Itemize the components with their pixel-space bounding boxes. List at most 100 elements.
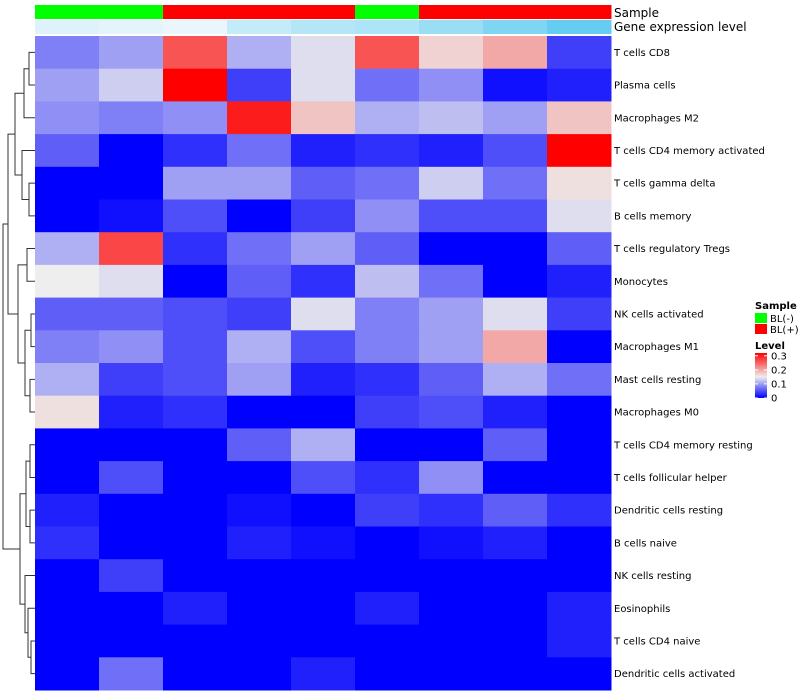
heatmap-cell [35, 428, 100, 462]
dendrogram-branch [25, 460, 30, 527]
legend-level-title: Level [755, 341, 785, 352]
heatmap-cell [483, 297, 548, 331]
heatmap-cell [291, 68, 356, 102]
heatmap-cell [483, 36, 548, 70]
heatmap-cell [419, 330, 484, 364]
heatmap-cell [291, 330, 356, 364]
heatmap-cell [99, 232, 164, 266]
heatmap-cell [35, 461, 100, 495]
heatmap-cell [483, 559, 548, 593]
heatmap-cell [99, 297, 164, 331]
heatmap-cell [99, 428, 164, 462]
legend-level-label: 0 [771, 394, 777, 405]
heatmap-cell [227, 493, 292, 527]
heatmap-cell [291, 526, 356, 560]
legend-sample-swatch [755, 313, 767, 323]
row-label: Dendritic cells activated [614, 669, 735, 680]
heatmap-cell [419, 264, 484, 299]
dendrogram-branch [29, 378, 35, 413]
legend-level-label: 0.3 [771, 351, 787, 362]
heatmap-cell [355, 363, 420, 397]
heatmap-cell [483, 428, 548, 462]
heatmap-cell [291, 134, 356, 168]
heatmap-cell [163, 493, 228, 527]
heatmap-cell [227, 559, 292, 593]
heatmap-cell [163, 101, 228, 135]
row-label: T cells follicular helper [613, 473, 728, 484]
sample-annotation-cell [291, 5, 356, 19]
heatmap-cell [547, 297, 612, 331]
heatmap-cell [291, 264, 356, 299]
heatmap-cell [35, 559, 100, 593]
heatmap-cell [355, 199, 420, 233]
heatmap-cell [547, 493, 612, 527]
dendrogram-branch [17, 264, 27, 364]
heatmap-cell [227, 232, 292, 266]
gene-annotation-cell [35, 20, 100, 34]
row-label: T cells CD4 memory resting [613, 440, 753, 451]
heatmap-cell [291, 493, 356, 527]
row-label: T cells CD4 naive [613, 637, 700, 648]
heatmap-cell [419, 657, 484, 691]
row-label: NK cells resting [614, 571, 691, 582]
heatmap-cell [35, 166, 100, 200]
heatmap-cell [291, 395, 356, 429]
heatmap-cell [35, 68, 100, 102]
sample-annotation-cell [483, 5, 548, 19]
heatmap-cell [227, 395, 292, 429]
heatmap-cell [355, 591, 420, 626]
heatmap-cell [419, 493, 484, 527]
heatmap-cell [355, 297, 420, 331]
heatmap-cell [35, 36, 100, 70]
heatmap-cell [227, 591, 292, 626]
heatmap-cell [419, 199, 484, 233]
legend: Sample BL(-)BL(+) Level 0.3 0.2 0.1 0 [755, 301, 799, 405]
dendrogram-branch [24, 575, 35, 634]
heatmap-cell [547, 395, 612, 429]
heatmap-cell [291, 428, 356, 462]
heatmap-cell [163, 461, 228, 495]
heatmap-cell [355, 395, 420, 429]
heatmap-cell [227, 36, 292, 70]
heatmap-cell [35, 297, 100, 331]
heatmap-cell [483, 395, 548, 429]
heatmap-cell [35, 232, 100, 266]
heatmap-cell [547, 101, 612, 135]
heatmap-cell [35, 657, 100, 691]
heatmap-cell [483, 166, 548, 200]
heatmap-cell [547, 199, 612, 233]
heatmap-cell [35, 363, 100, 397]
heatmap-cell [99, 657, 164, 691]
gene-annotation-cell [355, 20, 420, 34]
heatmap-cell [419, 526, 484, 560]
heatmap-cell [99, 101, 164, 135]
row-label: T cells CD4 memory activated [613, 146, 765, 157]
heatmap-cell [291, 101, 356, 135]
heatmap-cell [163, 199, 228, 233]
heatmap-cell [227, 297, 292, 331]
dendrogram-branch [14, 92, 24, 176]
heatmap-cell [99, 36, 164, 70]
heatmap-cell [419, 134, 484, 168]
dendrogram-branch [29, 444, 35, 478]
gene-annotation-cell [483, 20, 548, 34]
heatmap-cell [291, 624, 356, 658]
heatmap-cell [163, 428, 228, 462]
row-label: Plasma cells [614, 81, 676, 92]
heatmap-cell [35, 526, 100, 560]
heatmap-cell [291, 657, 356, 691]
heatmap-cell [163, 526, 228, 560]
sample-annotation-cell [419, 5, 484, 19]
heatmap-cell [227, 166, 292, 200]
heatmap-cell [99, 68, 164, 102]
heatmap-cell [419, 36, 484, 70]
heatmap-cell [419, 232, 484, 266]
sample-annotation-cell [227, 5, 292, 19]
heatmap-cell [35, 591, 100, 626]
heatmap-cell [483, 232, 548, 266]
heatmap-cells [35, 36, 612, 691]
heatmap-cell [419, 559, 484, 593]
heatmap-cell [227, 657, 292, 691]
heatmap-cell [355, 101, 420, 135]
